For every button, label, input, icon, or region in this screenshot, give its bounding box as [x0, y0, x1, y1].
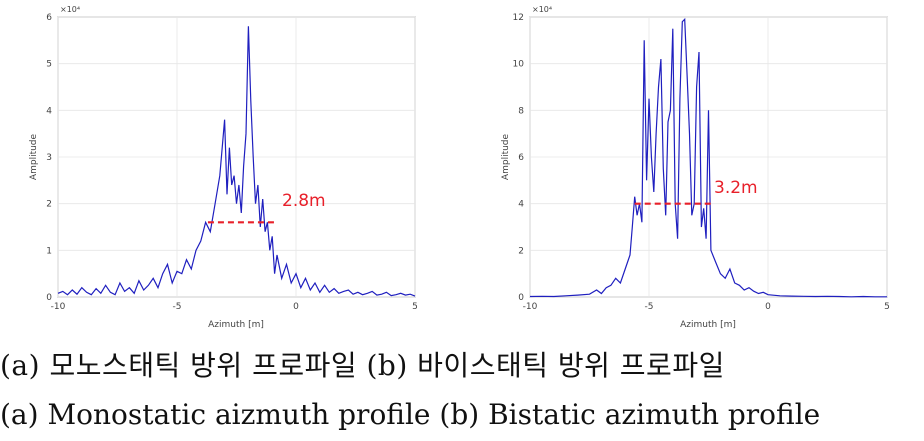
chart-a-series-line	[57, 26, 416, 297]
chart-b-xlabel: Azimuth [m]	[680, 320, 736, 330]
chart-b-xtick-label: 5	[884, 302, 890, 312]
chart-b-ytick-label: 8	[518, 106, 524, 116]
chart-b-ytick-label: 4	[518, 200, 524, 210]
chart-a-ylabel: Amplitude	[29, 133, 39, 180]
chart-a-xtick-label: -5	[173, 302, 182, 312]
chart-b-ylabel: Amplitude	[501, 133, 511, 180]
chart-b-xtick-label: -10	[523, 302, 538, 312]
chart-b-annotation: 3.2m	[714, 178, 758, 198]
chart-b-yticks: 0 2 4 6 8 10 12	[513, 13, 525, 303]
chart-b: 0 2 4 6 8 10 12 -10 -5 0 5 ×10⁴ Amplitude Azimuth…	[501, 5, 890, 330]
chart-b-ytick-label: 6	[518, 153, 524, 163]
chart-b-ytick-label: 0	[518, 293, 524, 303]
chart-b-xtick-label: 0	[765, 302, 771, 312]
chart-b-ytick-label: 12	[513, 13, 524, 23]
chart-a-xtick-label: 5	[412, 302, 418, 312]
chart-a-ytick-label: 5	[46, 60, 52, 70]
chart-a: 0 1 2 3 4 5 6 -10 -5 0 5 ×10⁴ Amplitude Azimuth […	[29, 5, 418, 330]
chart-a-xlabel: Azimuth [m]	[208, 320, 264, 330]
chart-b-xtick-label: -5	[645, 302, 654, 312]
chart-a-xtick-label: 0	[293, 302, 299, 312]
chart-a-ytick-label: 2	[46, 200, 52, 210]
chart-b-series-line	[529, 17, 887, 298]
chart-a-annotation: 2.8m	[282, 191, 326, 211]
chart-a-xtick-label: -10	[51, 302, 66, 312]
chart-b-xticks: -10 -5 0 5	[523, 302, 890, 312]
chart-a-ytick-label: 4	[46, 106, 52, 116]
chart-a-yticks: 0 1 2 3 4 5 6	[46, 13, 52, 303]
caption-korean: (a) 모노스태틱 방위 프로파일 (b) 바이스태틱 방위 프로파일	[0, 349, 725, 382]
chart-a-ytick-label: 0	[46, 293, 52, 303]
chart-b-exponent: ×10⁴	[532, 5, 552, 14]
chart-b-ytick-label: 2	[518, 246, 524, 256]
chart-a-ytick-label: 6	[46, 13, 52, 23]
chart-a-xticks: -10 -5 0 5	[51, 302, 418, 312]
chart-a-ytick-label: 3	[46, 153, 52, 163]
chart-b-ytick-label: 10	[513, 60, 525, 70]
chart-a-ytick-label: 1	[46, 246, 52, 256]
chart-a-exponent: ×10⁴	[60, 5, 80, 14]
chart-a-grid	[57, 16, 416, 298]
caption-english: (a) Monostatic aizmuth profile (b) Bista…	[0, 398, 821, 431]
